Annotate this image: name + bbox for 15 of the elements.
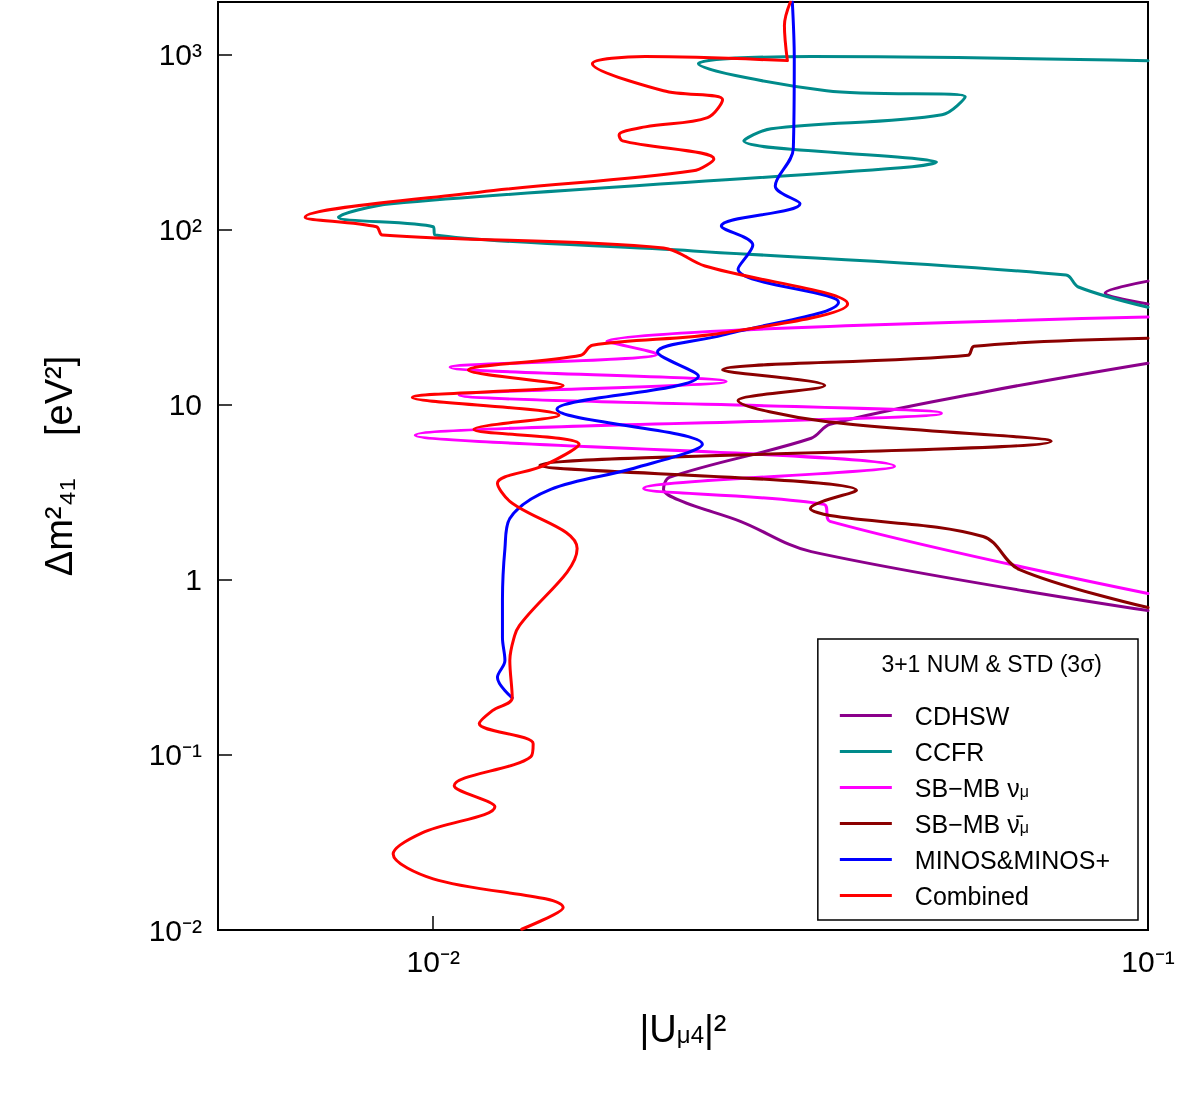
- y-tick-label: 10³: [158, 38, 203, 72]
- legend-title: 3+1 NUM & STD (3σ): [881, 650, 1103, 677]
- legend-label: MINOS&MINOS+: [914, 845, 1111, 874]
- y-tick-label: 10: [168, 388, 202, 422]
- legend-label: CCFR: [914, 737, 985, 766]
- legend-label: SB−MB ν̄μ: [914, 809, 1029, 838]
- y-axis-title: Δm²₄₁ [eV²]: [38, 355, 80, 577]
- legend-label: CDHSW: [914, 701, 1010, 730]
- y-tick-label: 1: [185, 563, 202, 597]
- y-tick-label: 10⁻¹: [148, 738, 203, 772]
- legend-label: SB−MB νμ: [914, 773, 1029, 802]
- y-tick-label: 10²: [158, 213, 203, 247]
- x-axis-title: |Uμ4|²: [639, 1008, 727, 1050]
- y-tick-label: 10⁻²: [148, 913, 203, 947]
- legend-label: Combined: [914, 881, 1029, 910]
